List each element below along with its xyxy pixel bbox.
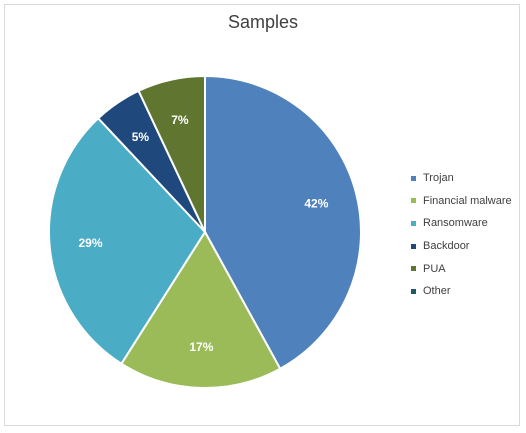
data-label-trojan: 42%: [304, 196, 328, 210]
legend-swatch: [411, 266, 416, 272]
legend-swatch: [411, 175, 416, 181]
legend-swatch: [411, 243, 416, 249]
legend-item-financial-malware: Financial malware: [411, 190, 512, 213]
legend-label: Trojan: [423, 172, 454, 185]
pie-slice-financial-malware: [120, 231, 282, 389]
legend-swatch: [411, 220, 416, 226]
legend-item-trojan: Trojan: [411, 167, 512, 190]
data-label-financial-malware: 17%: [189, 340, 213, 354]
legend-item-backdoor: Backdoor: [411, 235, 512, 258]
chart-title: Samples: [227, 12, 299, 32]
data-label-ransomware: 29%: [78, 236, 102, 250]
legend-swatch: [411, 198, 416, 204]
legend-label: PUA: [423, 262, 446, 275]
pie-slice-trojan: [204, 75, 362, 370]
legend: Trojan Financial malware Ransomware Backdoo…: [411, 167, 512, 303]
data-label-backdoor: 5%: [132, 130, 150, 144]
legend-item-other: Other: [411, 280, 512, 303]
legend-label: Ransomware: [423, 217, 488, 230]
legend-label: Other: [423, 285, 451, 298]
data-label-pua: 7%: [171, 113, 189, 127]
legend-swatch: [411, 288, 416, 294]
legend-label: Financial malware: [423, 194, 512, 207]
legend-item-ransomware: Ransomware: [411, 212, 512, 235]
legend-item-pua: PUA: [411, 257, 512, 280]
legend-label: Backdoor: [423, 240, 470, 253]
pie-slice-ransomware: [48, 117, 206, 365]
pie-slice-pua: [137, 75, 206, 233]
